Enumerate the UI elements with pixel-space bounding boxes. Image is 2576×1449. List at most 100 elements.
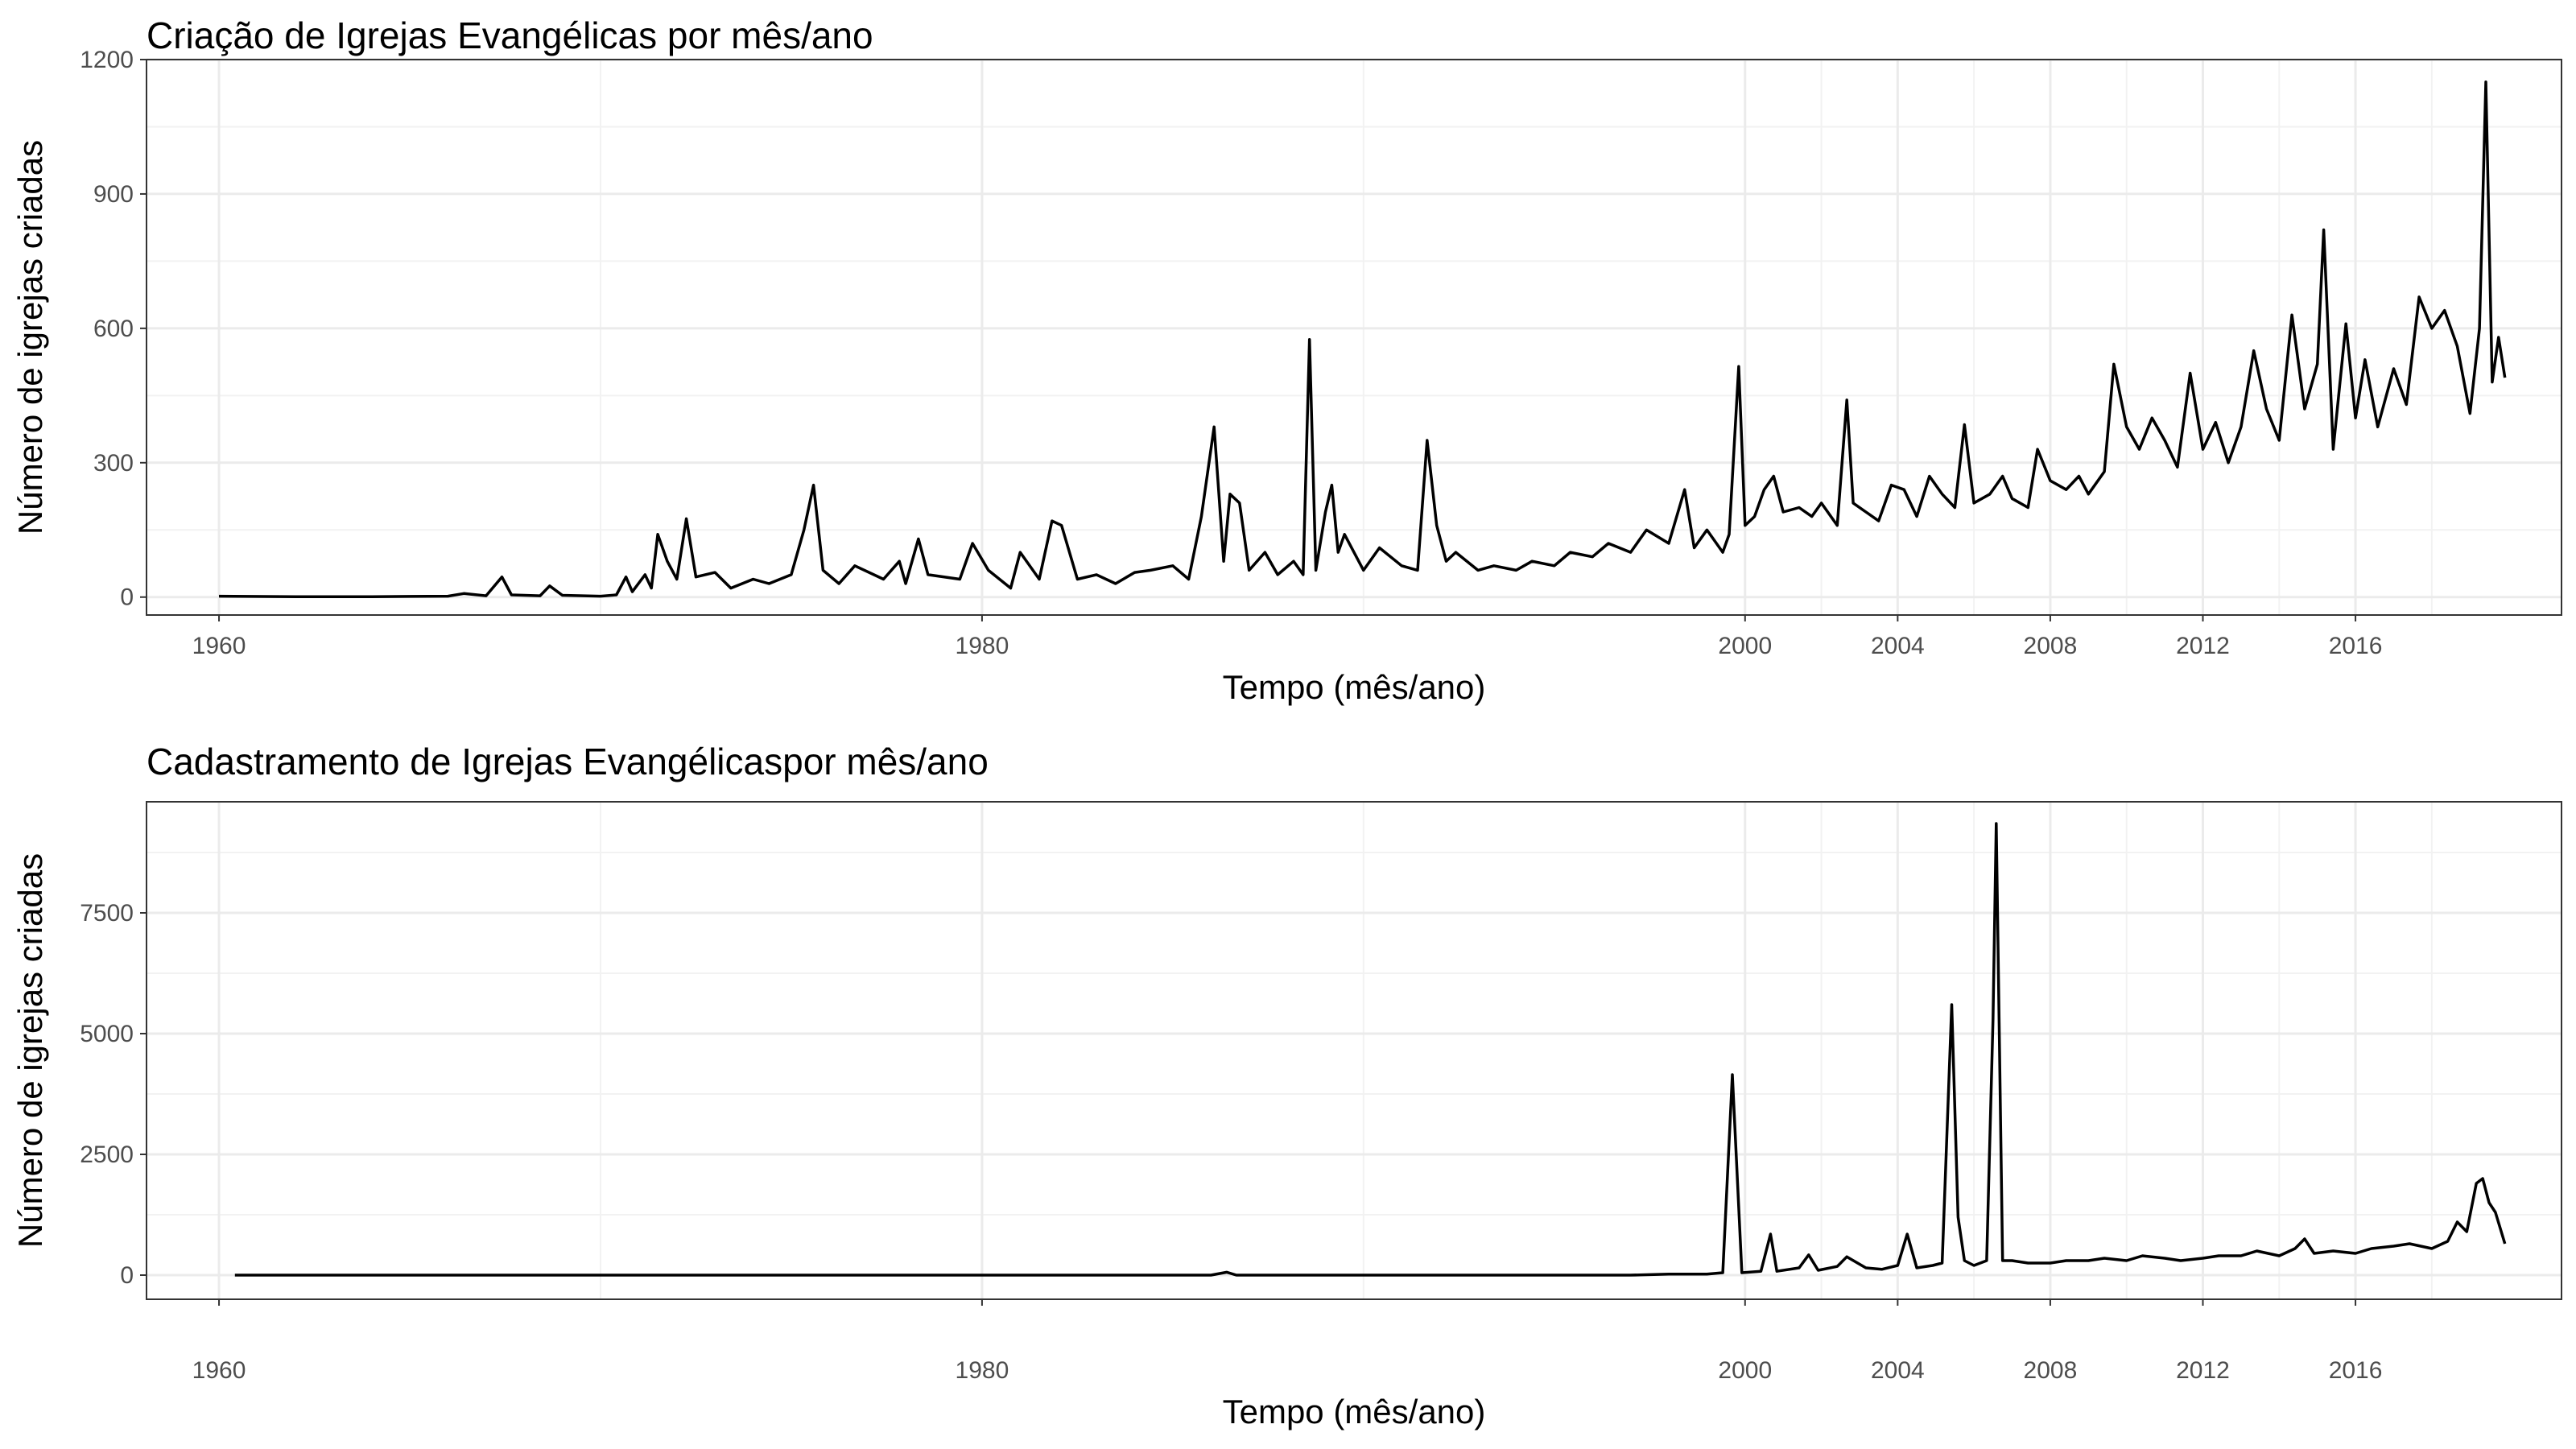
data-point [2266,409,2267,410]
data-point [2317,364,2318,365]
data-point [2028,507,2029,508]
data-point [2253,350,2254,351]
data-point [2457,346,2458,347]
chart-title: Criação de Igrejas Evangélicas por mês/a… [147,14,873,56]
data-point [2447,1241,2448,1242]
data-point [511,595,512,596]
data-point [1051,521,1052,522]
y-tick-label: 900 [93,181,134,208]
data-point [1964,424,1965,425]
data-point [1302,574,1303,575]
data-point [1738,366,1739,367]
data-point [1077,579,1078,580]
plot-area [147,60,2562,615]
panel-border [146,801,2562,1300]
data-point [1592,556,1593,557]
data-point [549,585,550,586]
data-point [2037,449,2038,450]
data-point [1630,1275,1631,1276]
data-point [1798,1268,1799,1269]
y-tick-label: 0 [120,584,134,611]
data-point [1239,502,1240,503]
y-tick-label: 5000 [80,1021,134,1047]
data-point [1904,489,1905,490]
data-point [927,574,928,575]
data-point [2364,359,2365,360]
y-tick-label: 600 [93,316,134,342]
x-tick-label: 1960 [192,633,246,659]
data-point [2504,1244,2505,1245]
data-point [2104,1258,2105,1259]
data-point [854,565,855,566]
data-point [1764,489,1765,490]
data-point [899,561,900,562]
data-point [1379,547,1380,548]
series-line [218,80,2507,598]
y-axis-label: Número de igrejas criadas [11,140,49,535]
data-point [2292,315,2293,316]
data-point [1897,1265,1898,1266]
data-point [1669,543,1670,544]
data-point [1783,512,1784,513]
x-tick-label: 2016 [2329,633,2383,659]
data-point [1436,525,1437,526]
data-point [2333,449,2334,450]
data-point [2419,296,2420,297]
x-tick-label: 1980 [956,1357,1009,1384]
data-point [1532,561,1533,562]
data-point [2152,418,2153,419]
data-point [2476,1183,2477,1184]
x-tick-label: 2004 [1871,1357,1925,1384]
data-point [1061,525,1062,526]
data-point [1907,1234,1908,1235]
y-tick-label: 2500 [80,1141,134,1168]
data-point [1478,570,1479,571]
x-tick-label: 2000 [1718,633,1772,659]
data-point [1325,512,1326,513]
data-point [1821,502,1822,503]
data-point [2240,1256,2241,1257]
data-point [1974,1265,1975,1266]
chart-panel-registration: 0 2500 5000 7500 1960 1980 2000 2004 2008 2012 201… [11,741,2562,1430]
x-axis-label: Tempo (mês/ano) [1223,1393,1486,1430]
data-point [2142,1256,2143,1257]
data-point [1770,1234,1771,1235]
data-point [1723,1273,1724,1274]
data-point [1172,565,1173,566]
data-point [1729,534,1730,535]
data-point [2444,310,2445,311]
data-point [715,572,716,573]
data-point [1684,489,1685,490]
data-point [1608,543,1609,544]
plot-area [147,802,2562,1299]
data-point [1150,570,1151,571]
data-point [1309,339,1310,340]
data-point [1958,1217,1959,1218]
data-point [2406,404,2407,405]
data-point [2279,1256,2280,1257]
data-point [1493,565,1494,566]
data-point [1917,516,1918,517]
data-point [1929,476,1930,477]
data-point [972,543,973,544]
data-point [823,570,824,571]
data-point [219,596,220,597]
data-point [1992,1019,1993,1020]
data-point [2002,476,2003,477]
data-point [1096,574,1097,575]
data-point [1426,440,1427,441]
data-point [2202,449,2203,450]
data-point [1837,1266,1838,1267]
data-point [1974,502,1975,503]
data-point [485,596,486,597]
data-point [1741,1273,1742,1274]
data-point [1230,493,1231,494]
x-tick-label: 2000 [1718,1357,1772,1384]
data-point [234,1275,235,1276]
data-point [2228,462,2229,463]
data-point [1744,525,1745,526]
data-point [616,595,617,596]
data-point [1570,552,1571,553]
y-tick-label: 300 [93,450,134,477]
